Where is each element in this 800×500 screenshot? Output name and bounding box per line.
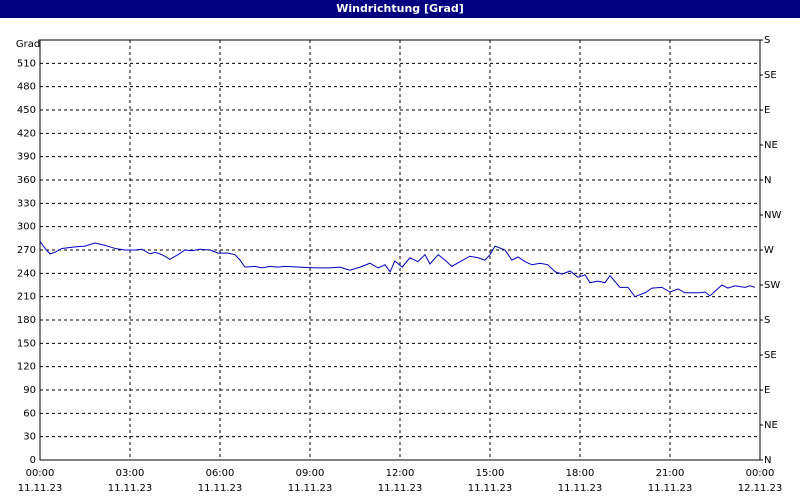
y2-tick-label: SE: [764, 70, 777, 81]
y-tick-label: 330: [17, 198, 36, 209]
y-tick-label: 300: [17, 222, 36, 233]
y2-tick-label: S: [764, 315, 770, 326]
y-tick-label: 120: [17, 362, 36, 373]
y2-tick-label: N: [764, 175, 771, 186]
y-tick-label: 180: [17, 315, 36, 326]
x-tick-label: 18:00 11.11.23: [557, 468, 603, 494]
x-tick-label: 09:00 11.11.23: [287, 468, 333, 494]
y2-tick-label: NE: [764, 140, 778, 151]
y-tick-label: 480: [17, 82, 36, 93]
y-tick-label: 0: [30, 455, 36, 466]
y-tick-label: 150: [17, 338, 36, 349]
y-tick-label: 390: [17, 152, 36, 163]
x-tick-label: 00:00 11.11.23: [17, 468, 63, 494]
y2-tick-label: N: [764, 455, 771, 466]
x-tick-label: 06:00 11.11.23: [197, 468, 243, 494]
y2-tick-label: S: [764, 35, 770, 46]
x-tick-label: 00:00 12.11.23: [737, 468, 783, 494]
x-tick-label: 15:00 11.11.23: [467, 468, 513, 494]
y2-tick-label: SW: [764, 280, 780, 291]
y-axis-label: Grad: [16, 39, 40, 50]
y-tick-label: 90: [23, 385, 36, 396]
y-tick-label: 210: [17, 292, 36, 303]
y2-tick-label: E: [764, 385, 770, 396]
x-tick-label: 03:00 11.11.23: [107, 468, 153, 494]
y2-tick-label: NW: [764, 210, 781, 221]
y-tick-label: 510: [17, 58, 36, 69]
plot-border: [39, 39, 761, 461]
x-tick-label: 12:00 11.11.23: [377, 468, 423, 494]
title-bar: Windrichtung [Grad]: [0, 0, 800, 18]
x-tick-label: 21:00 11.11.23: [647, 468, 693, 494]
y2-tick-label: SE: [764, 350, 777, 361]
y-tick-label: 30: [23, 432, 36, 443]
y2-tick-label: E: [764, 105, 770, 116]
y-tick-label: 240: [17, 268, 36, 279]
y2-tick-label: W: [764, 245, 774, 256]
y-tick-label: 420: [17, 128, 36, 139]
y2-tick-label: NE: [764, 420, 778, 431]
y-tick-label: 270: [17, 245, 36, 256]
y-tick-label: 360: [17, 175, 36, 186]
y-tick-label: 60: [23, 408, 36, 419]
y-tick-label: 450: [17, 105, 36, 116]
data-line: [39, 241, 756, 298]
